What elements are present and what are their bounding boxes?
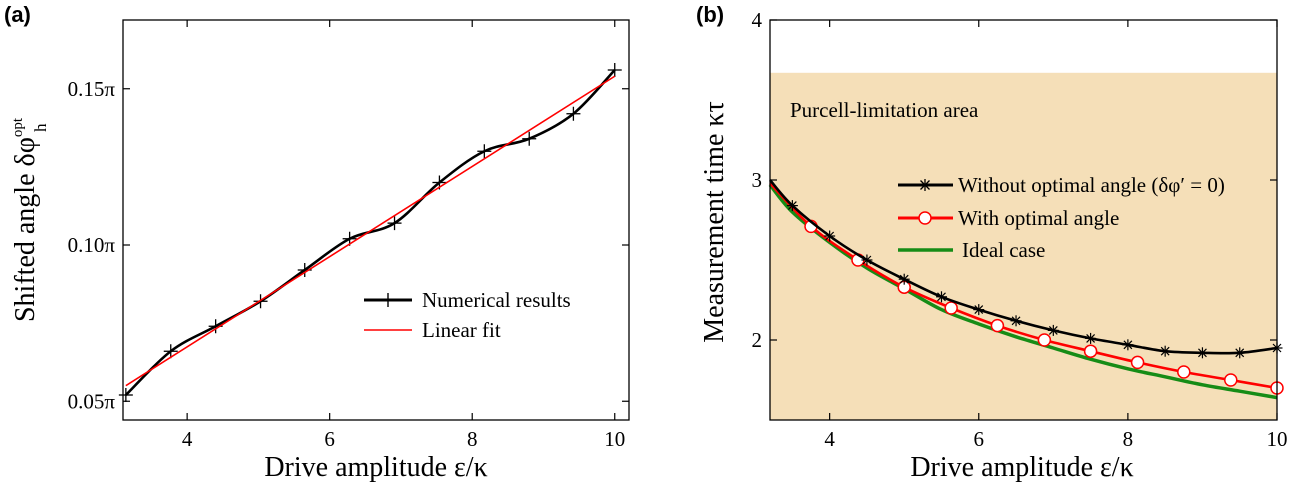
b-x-tick-label: 10 [1267,427,1288,451]
legend-label-linear-fit: Linear fit [422,318,501,342]
data-point-without-optimal [1159,345,1171,357]
a-y-tick-label: 0.15π [68,77,116,101]
chart-panel-b: (b) Purcell-limitation area 4 6 8 10 2 3 4 Dri… [696,2,1288,483]
data-point-numerical [522,131,537,146]
asterisk-d2 [974,305,984,315]
b-y-tick-label: 2 [752,328,763,352]
y-axis-label-a-sub: h [31,123,50,132]
chart-panel-a: (a) 4 6 8 10 0.05π 0.10π 0.15π Drive amplitude… [4,2,630,483]
data-point-with-optimal [1177,365,1191,379]
asterisk-d2 [1011,316,1021,326]
data-point-without-optimal [1047,324,1059,336]
y-axis-label-a-main: Shifted angle δφ [10,137,41,322]
data-point-numerical [607,63,622,77]
purcell-region-fill [770,72,1277,421]
data-point-with-optimal [1037,333,1052,347]
legend-marker-with-optimal [918,211,932,225]
b-y-tick-label: 3 [752,168,763,192]
y-axis-label-a-sup: opt [10,117,26,137]
asterisk-d2 [825,231,835,241]
a-x-tick-label: 4 [182,427,193,451]
data-point-without-optimal [1122,339,1134,351]
b-y-tick-label: 4 [752,8,763,32]
a-x-tick-label: 6 [324,427,335,451]
a-y-tick-label: 0.05π [68,389,116,413]
series-line-numerical [124,69,616,396]
x-axis-label-b: Drive amplitude ε/κ [910,452,1133,483]
asterisk-d2 [1160,346,1170,356]
legend-label-ideal: Ideal case [962,238,1045,262]
series-line-linear-fit [125,75,616,387]
a-y-tick-label: 0.10π [68,233,116,257]
panel-label-a: (a) [4,2,31,27]
data-point-numerical [118,388,133,402]
data-point-with-optimal [1224,373,1238,387]
legend-label-numerical: Numerical results [422,288,571,312]
y-axis-label-b: Measurement time κτ [699,101,730,343]
purcell-region [770,72,1277,421]
plot-frame-b [769,19,1278,421]
legend-a: Numerical results Linear fit [364,288,571,342]
asterisk-d2 [1235,348,1245,358]
data-point-without-optimal [1010,315,1022,327]
asterisk-d2 [862,255,872,265]
data-point-numerical [566,106,581,121]
asterisk-d2 [1123,340,1133,350]
data-point-with-optimal [944,301,958,315]
y-axis-label-a: Shifted angle δφopt h [10,117,50,322]
panel-label-b: (b) [696,2,724,27]
purcell-region-label: Purcell-limitation area [790,98,979,122]
data-point-without-optimal [1196,347,1208,359]
asterisk-d2 [937,292,946,302]
ticks-a: 4 6 8 10 0.05π 0.10π 0.15π [68,20,629,451]
data-point-without-optimal [1234,347,1246,359]
asterisk-d2 [899,274,909,284]
b-x-tick-label: 8 [1123,427,1134,451]
data-point-with-optimal [1083,344,1098,358]
data-point-without-optimal [1085,332,1097,344]
data-point-with-optimal [990,318,1005,333]
series-group-b [768,179,1284,400]
data-point-numerical [387,216,402,231]
data-point-without-optimal [786,200,798,212]
legend-marker-without-optimal [919,179,931,191]
a-x-tick-label: 10 [604,427,625,451]
asterisk-d2 [1198,348,1207,358]
data-point-with-optimal [1130,355,1145,370]
asterisk-d2 [1048,325,1058,335]
data-point-without-optimal [935,291,947,303]
legend-label-with-optimal: With optimal angle [958,206,1119,230]
series-group-a [118,63,622,402]
data-point-without-optimal [861,254,873,266]
b-x-tick-label: 6 [974,427,985,451]
x-axis-label-a: Drive amplitude ε/κ [264,452,487,483]
data-point-without-optimal [824,230,836,242]
b-x-tick-label: 4 [824,427,835,451]
a-x-tick-label: 8 [467,427,478,451]
data-point-without-optimal [898,273,910,285]
data-point-numerical [477,144,492,159]
legend-label-without-optimal: Without optimal angle (δφ′ = 0) [958,173,1225,197]
asterisk-d2 [1086,333,1096,343]
asterisk-d2 [787,201,797,211]
data-point-numerical [163,344,178,359]
legend-b: Without optimal angle (δφ′ = 0) With opt… [898,173,1225,262]
series-line-ideal [768,183,1278,400]
data-point-without-optimal [973,304,985,316]
plot-frame-a [122,19,630,421]
